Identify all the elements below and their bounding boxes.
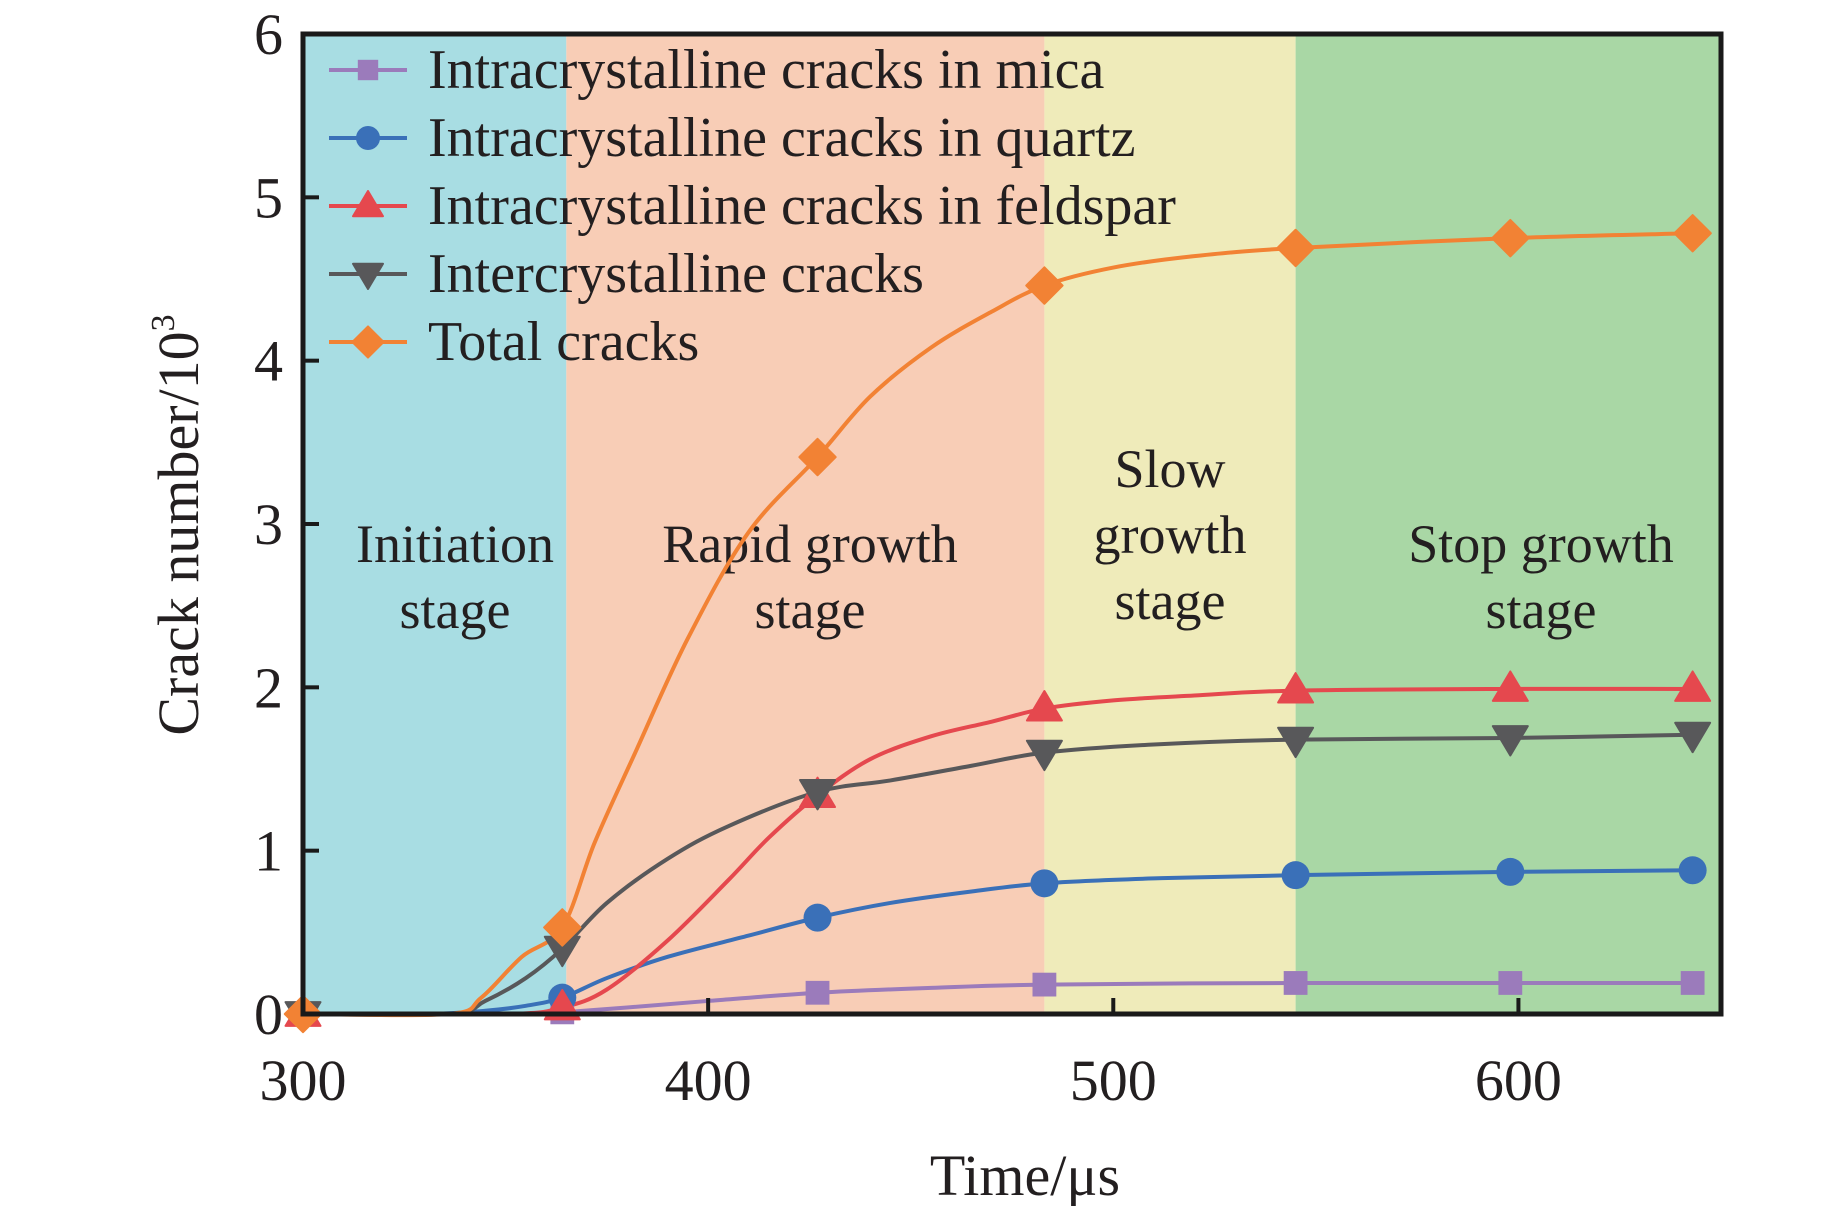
x-tick-label: 600 bbox=[1475, 1048, 1562, 1113]
data-point-intracrystalline-cracks-in-quartz-2 bbox=[803, 903, 832, 932]
data-point-total-cracks-6 bbox=[1673, 214, 1712, 253]
legend-marker-triangle-up-icon bbox=[352, 190, 384, 218]
y-tick-label: 4 bbox=[254, 329, 283, 394]
data-point-intracrystalline-cracks-in-feldspar-3 bbox=[1025, 690, 1063, 722]
stage-label-stop-growth-line2: stage bbox=[1486, 580, 1597, 640]
legend-item-total-cracks: Total cracks bbox=[329, 311, 699, 373]
data-point-intracrystalline-cracks-in-quartz-3 bbox=[1030, 869, 1059, 898]
data-point-total-cracks-1 bbox=[543, 908, 582, 947]
data-point-intracrystalline-cracks-in-mica-2 bbox=[805, 980, 830, 1005]
y-tick-label: 1 bbox=[254, 819, 283, 884]
data-point-total-cracks-5 bbox=[1491, 218, 1530, 258]
legend-marker-triangle-down-icon bbox=[352, 262, 384, 290]
stage-label-initiation-line2: stage bbox=[400, 580, 511, 640]
x-tick-label: 500 bbox=[1070, 1048, 1157, 1113]
data-point-intracrystalline-cracks-in-feldspar-4 bbox=[1277, 672, 1315, 704]
data-point-intracrystalline-cracks-in-mica-4 bbox=[1283, 971, 1308, 995]
legend-label: Total cracks bbox=[428, 311, 699, 373]
x-tick-label: 400 bbox=[665, 1048, 752, 1113]
x-tick-label: 300 bbox=[260, 1048, 347, 1113]
legend-label: Intercrystalline cracks bbox=[428, 243, 924, 305]
data-point-total-cracks-4 bbox=[1276, 228, 1315, 268]
data-point-intracrystalline-cracks-in-mica-6 bbox=[1680, 971, 1705, 995]
legend-marker-diamond-icon bbox=[351, 325, 385, 359]
legend-label: Intracrystalline cracks in quartz bbox=[428, 107, 1135, 169]
data-point-intercrystalline-cracks-6 bbox=[1674, 721, 1712, 754]
stage-backgrounds bbox=[303, 34, 1721, 1014]
axes: 0 1 2 3 4 5 6 300 400 500 600 bbox=[254, 2, 1724, 1113]
y-axis-title-main: Crack number/10 bbox=[146, 331, 211, 735]
stage-region-initiation bbox=[303, 34, 567, 1014]
y-axis-title: Crack number/103 bbox=[145, 314, 211, 735]
data-point-intracrystalline-cracks-in-feldspar-6 bbox=[1674, 670, 1712, 702]
legend-item-intercrystalline-cracks: Intercrystalline cracks bbox=[329, 243, 924, 305]
data-point-total-cracks-3 bbox=[1025, 266, 1064, 305]
data-point-intracrystalline-cracks-in-mica-3 bbox=[1032, 972, 1057, 997]
data-point-intercrystalline-cracks-2 bbox=[799, 778, 837, 811]
series-line-intracrystalline-cracks-in-quartz bbox=[302, 868, 1693, 1017]
data-point-intercrystalline-cracks-4 bbox=[1277, 726, 1315, 759]
stage-label-slow-growth-line0: Slow bbox=[1114, 439, 1225, 499]
legend-label: Intracrystalline cracks in mica bbox=[428, 39, 1104, 101]
stage-label-rapid-growth-line2: stage bbox=[755, 580, 866, 640]
y-tick-label: 2 bbox=[254, 655, 283, 720]
stage-region-slow-growth bbox=[1044, 34, 1296, 1014]
data-point-intracrystalline-cracks-in-quartz-6 bbox=[1678, 856, 1707, 885]
stage-label-slow-growth-line1: growth bbox=[1094, 505, 1247, 565]
y-tick-label: 3 bbox=[254, 492, 283, 557]
stage-region-stop-growth bbox=[1295, 34, 1721, 1014]
data-point-intracrystalline-cracks-in-feldspar-5 bbox=[1491, 670, 1529, 702]
stage-label-initiation-line1: Initiation bbox=[356, 514, 554, 574]
data-point-intracrystalline-cracks-in-mica-5 bbox=[1498, 971, 1523, 995]
y-tick-label: 5 bbox=[254, 165, 283, 230]
y-axis-title-superscript: 3 bbox=[145, 314, 182, 331]
legend: Intracrystalline cracks in micaIntracrys… bbox=[329, 39, 1176, 373]
y-tick-label: 0 bbox=[254, 982, 283, 1047]
stage-label-slow-growth-line2: stage bbox=[1115, 571, 1226, 631]
legend-marker-square-icon bbox=[357, 59, 379, 81]
data-point-total-cracks-2 bbox=[798, 437, 837, 477]
legend-item-intracrystalline-cracks-in-feldspar: Intracrystalline cracks in feldspar bbox=[329, 175, 1176, 237]
stage-label-rapid-growth-line1: Rapid growth bbox=[662, 514, 957, 574]
legend-marker-circle-icon bbox=[356, 126, 380, 150]
legend-item-intracrystalline-cracks-in-quartz: Intracrystalline cracks in quartz bbox=[329, 107, 1135, 169]
legend-item-intracrystalline-cracks-in-mica: Intracrystalline cracks in mica bbox=[329, 39, 1104, 101]
data-point-intercrystalline-cracks-3 bbox=[1025, 739, 1063, 772]
data-point-intracrystalline-cracks-in-quartz-4 bbox=[1281, 861, 1310, 890]
stage-region-rapid-growth bbox=[566, 34, 1045, 1014]
stage-label-stop-growth-line1: Stop growth bbox=[1408, 514, 1674, 574]
data-point-intercrystalline-cracks-5 bbox=[1491, 725, 1529, 757]
y-tick-label: 6 bbox=[254, 2, 283, 67]
legend-label: Intracrystalline cracks in feldspar bbox=[428, 175, 1176, 237]
x-axis-title: Time/μs bbox=[930, 1143, 1120, 1206]
data-point-intracrystalline-cracks-in-quartz-5 bbox=[1496, 857, 1525, 886]
